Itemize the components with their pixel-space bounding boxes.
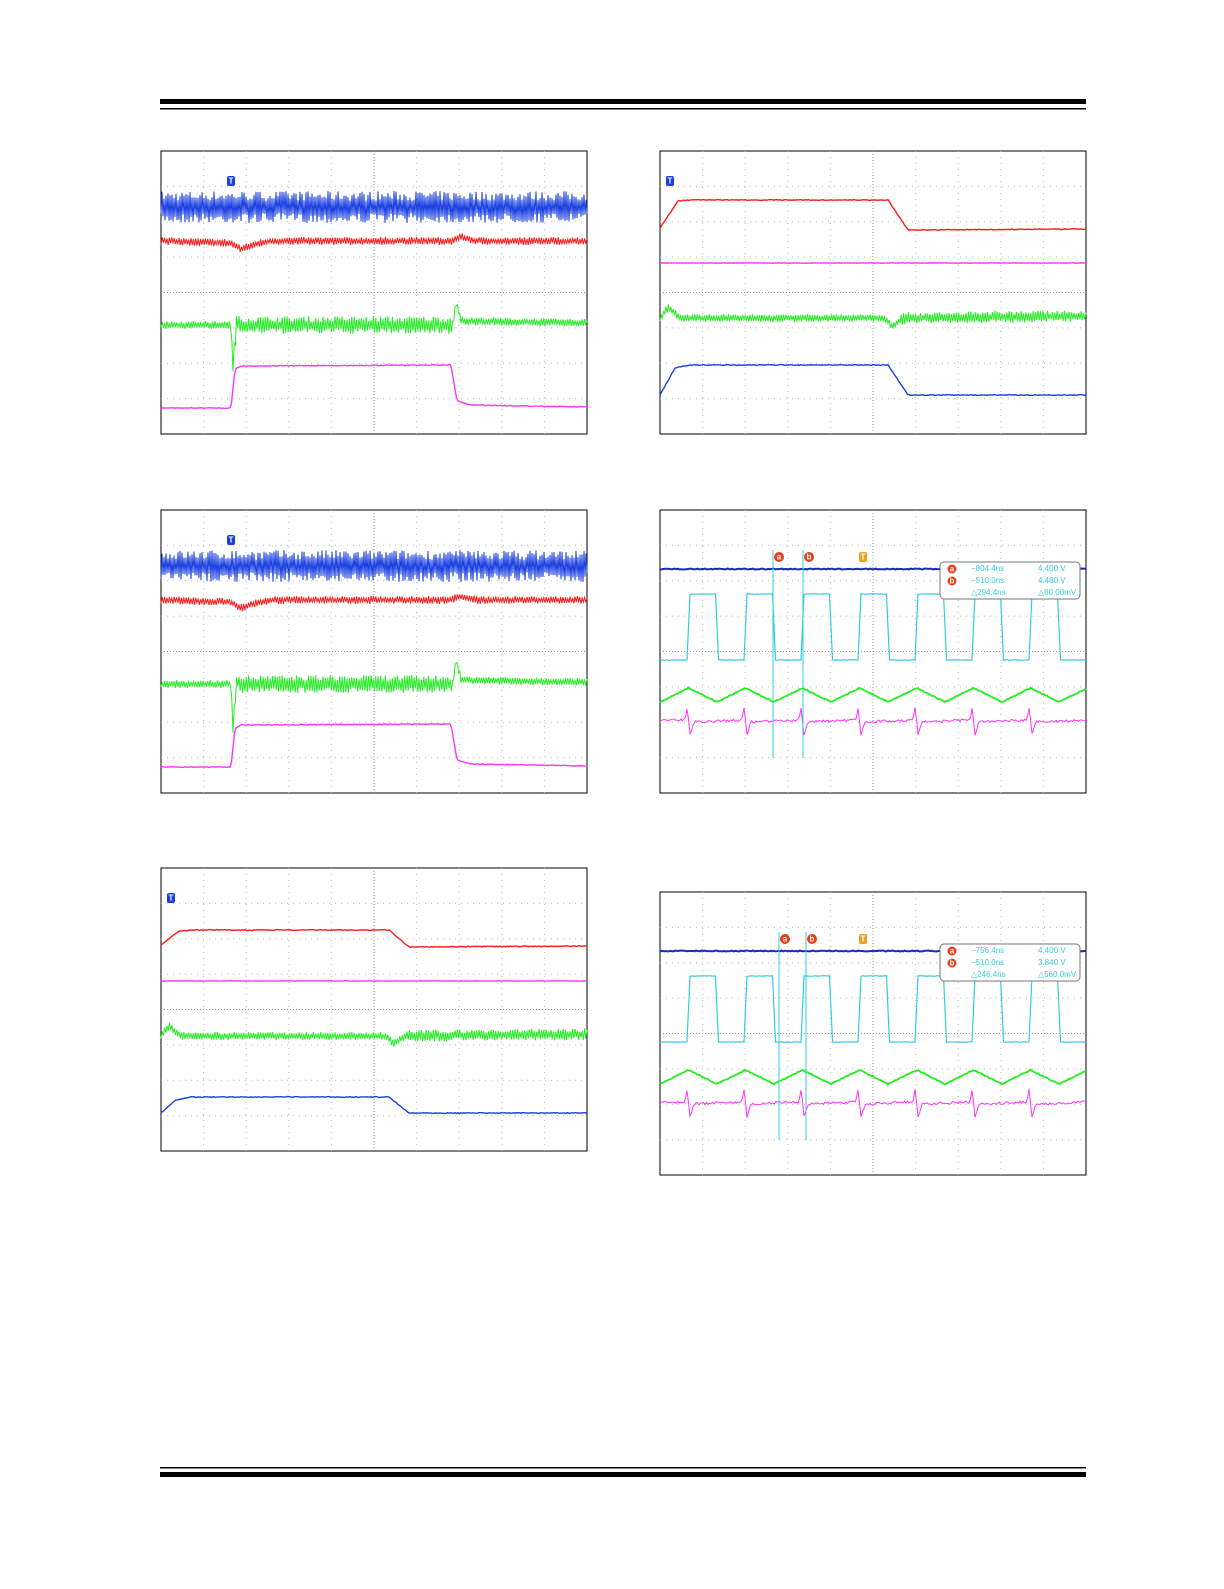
trigger-label: T: [229, 536, 234, 545]
cursor-label: a: [783, 935, 788, 944]
readout-value: △246.4ns: [971, 970, 1006, 979]
readout-value: 3.840 V: [1038, 958, 1066, 967]
readout-value: −510.0ns: [971, 576, 1004, 585]
cursor-label: b: [810, 935, 815, 944]
scope-screenshot: T: [161, 510, 587, 793]
readout-value: △80.00mV: [1038, 588, 1077, 597]
readout-value: 4.400 V: [1038, 946, 1066, 955]
readout-value: △294.4ns: [971, 588, 1006, 597]
footer-rule-thin: [160, 1467, 1086, 1469]
trigger-label: T: [169, 894, 174, 903]
scope-screenshot: T: [161, 151, 587, 434]
trigger-label: T: [861, 935, 866, 944]
trigger-label: T: [861, 553, 866, 562]
trigger-label: T: [229, 177, 234, 186]
cursor-label: b: [950, 959, 955, 968]
cursor-label: b: [807, 553, 812, 562]
readout-value: 4.400 V: [1038, 564, 1066, 573]
cursor-label: a: [777, 553, 782, 562]
cursor-label: a: [950, 947, 955, 956]
cursor-label: a: [950, 565, 955, 574]
scope-screenshot: T: [161, 868, 587, 1151]
trigger-label: T: [668, 177, 673, 186]
readout-value: △560.0mV: [1038, 970, 1077, 979]
readout-value: 4.480 V: [1038, 576, 1066, 585]
readout-value: −510.0ns: [971, 958, 1004, 967]
header-rule-thick: [160, 99, 1086, 104]
readout-value: −756.4ns: [971, 946, 1004, 955]
header-rule-thin: [160, 108, 1086, 110]
footer-rule-thick: [160, 1472, 1086, 1477]
readout-value: −804.4ns: [971, 564, 1004, 573]
scope-screenshot: T: [660, 151, 1086, 434]
cursor-label: b: [950, 577, 955, 586]
